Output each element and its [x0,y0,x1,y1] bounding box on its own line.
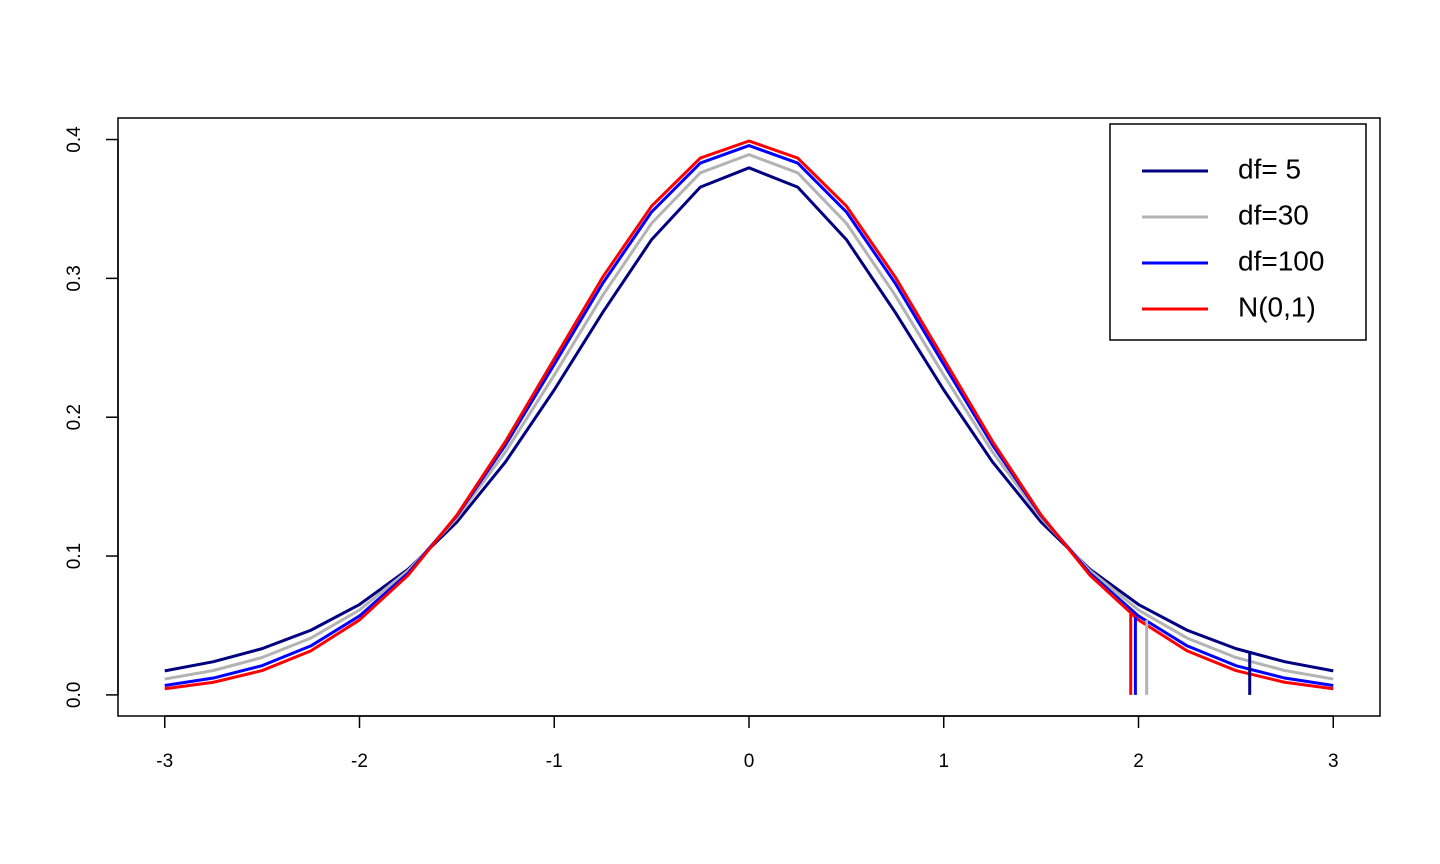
x-tick-label: -3 [156,751,173,772]
x-tick-label: 3 [1328,751,1339,772]
legend-label: df=100 [1238,245,1324,276]
y-tick-label: 0.2 [64,404,85,430]
y-tick-label: 0.0 [64,682,85,708]
density-line [164,144,1334,687]
legend-label: df=30 [1238,199,1309,230]
y-tick-label: 0.3 [64,265,85,291]
legend-box [1109,123,1367,341]
x-tick-label: 2 [1133,751,1144,772]
legend-label: N(0,1) [1238,291,1316,322]
y-tick-label: 0.4 [64,126,85,153]
density-line [164,166,1334,673]
legend-label: df= 5 [1238,153,1301,184]
density-line [164,153,1334,681]
y-tick-label: 0.1 [64,543,85,569]
x-tick-label: 1 [938,751,949,772]
x-tick-label: -1 [546,751,563,772]
x-tick-label: -2 [351,751,368,772]
x-tick-label: 0 [744,751,755,772]
density-line [164,139,1334,691]
